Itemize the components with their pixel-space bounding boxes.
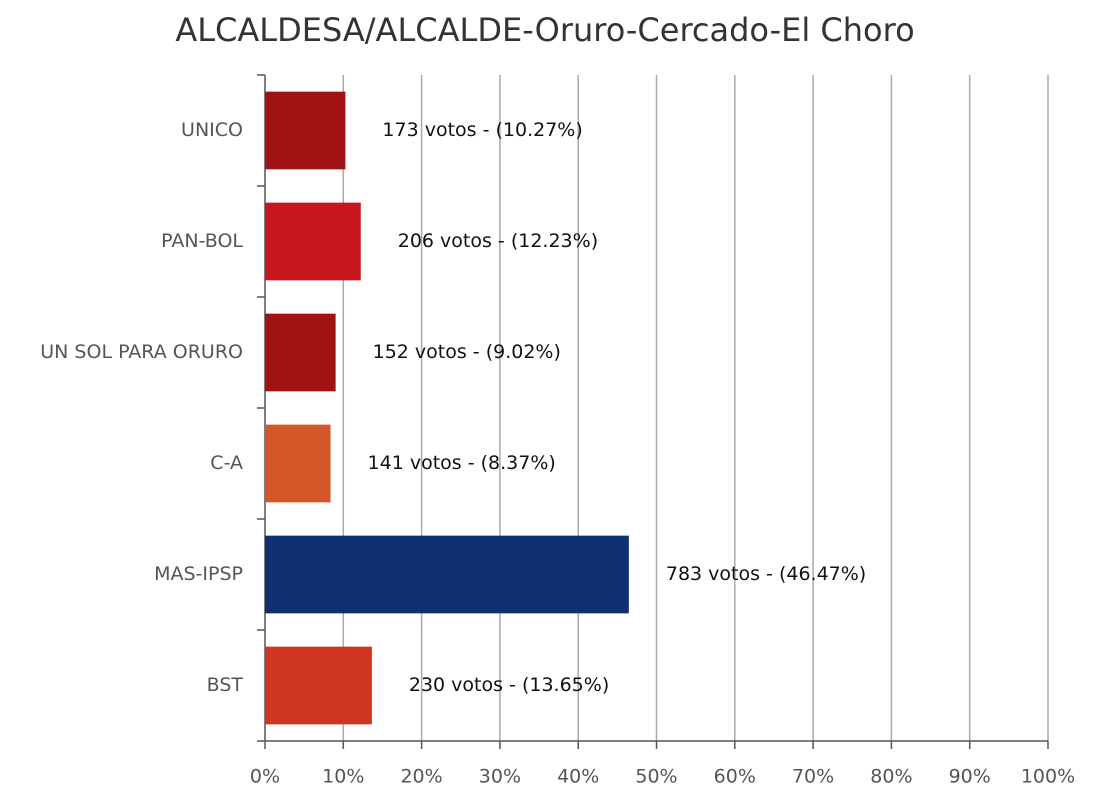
y-tick-label: C-A [210,452,243,474]
x-tick-label: 60% [714,766,756,788]
y-tick-label: BST [207,674,244,696]
x-tick-label: 0% [250,766,280,788]
y-tick-label: UN SOL PARA ORURO [40,341,243,363]
y-tick-label: UNICO [181,119,243,141]
x-tick-label: 50% [635,766,677,788]
value-label: 230 votos - (13.65%) [409,674,609,696]
x-tick-label: 70% [792,766,834,788]
chart-title: ALCALDESA/ALCALDE-Oruro-Cercado-El Choro [175,11,914,49]
bar [265,313,336,392]
x-tick-label: 10% [322,766,364,788]
x-tick-label: 80% [870,766,912,788]
bar [265,202,361,281]
bar [265,535,629,614]
x-tick-label: 40% [557,766,599,788]
y-tick-label: MAS-IPSP [154,563,243,585]
value-label: 173 votos - (10.27%) [382,119,582,141]
value-label: 206 votos - (12.23%) [398,230,598,252]
x-tick-label: 20% [400,766,442,788]
bar [265,424,331,503]
bar [265,646,372,725]
value-label: 783 votos - (46.47%) [666,563,866,585]
x-tick-label: 30% [479,766,521,788]
value-label: 152 votos - (9.02%) [373,341,561,363]
value-label: 141 votos - (8.37%) [368,452,556,474]
x-tick-label: 100% [1021,766,1075,788]
x-tick-label: 90% [949,766,991,788]
y-tick-label: PAN-BOL [161,230,243,252]
bar [265,91,346,170]
